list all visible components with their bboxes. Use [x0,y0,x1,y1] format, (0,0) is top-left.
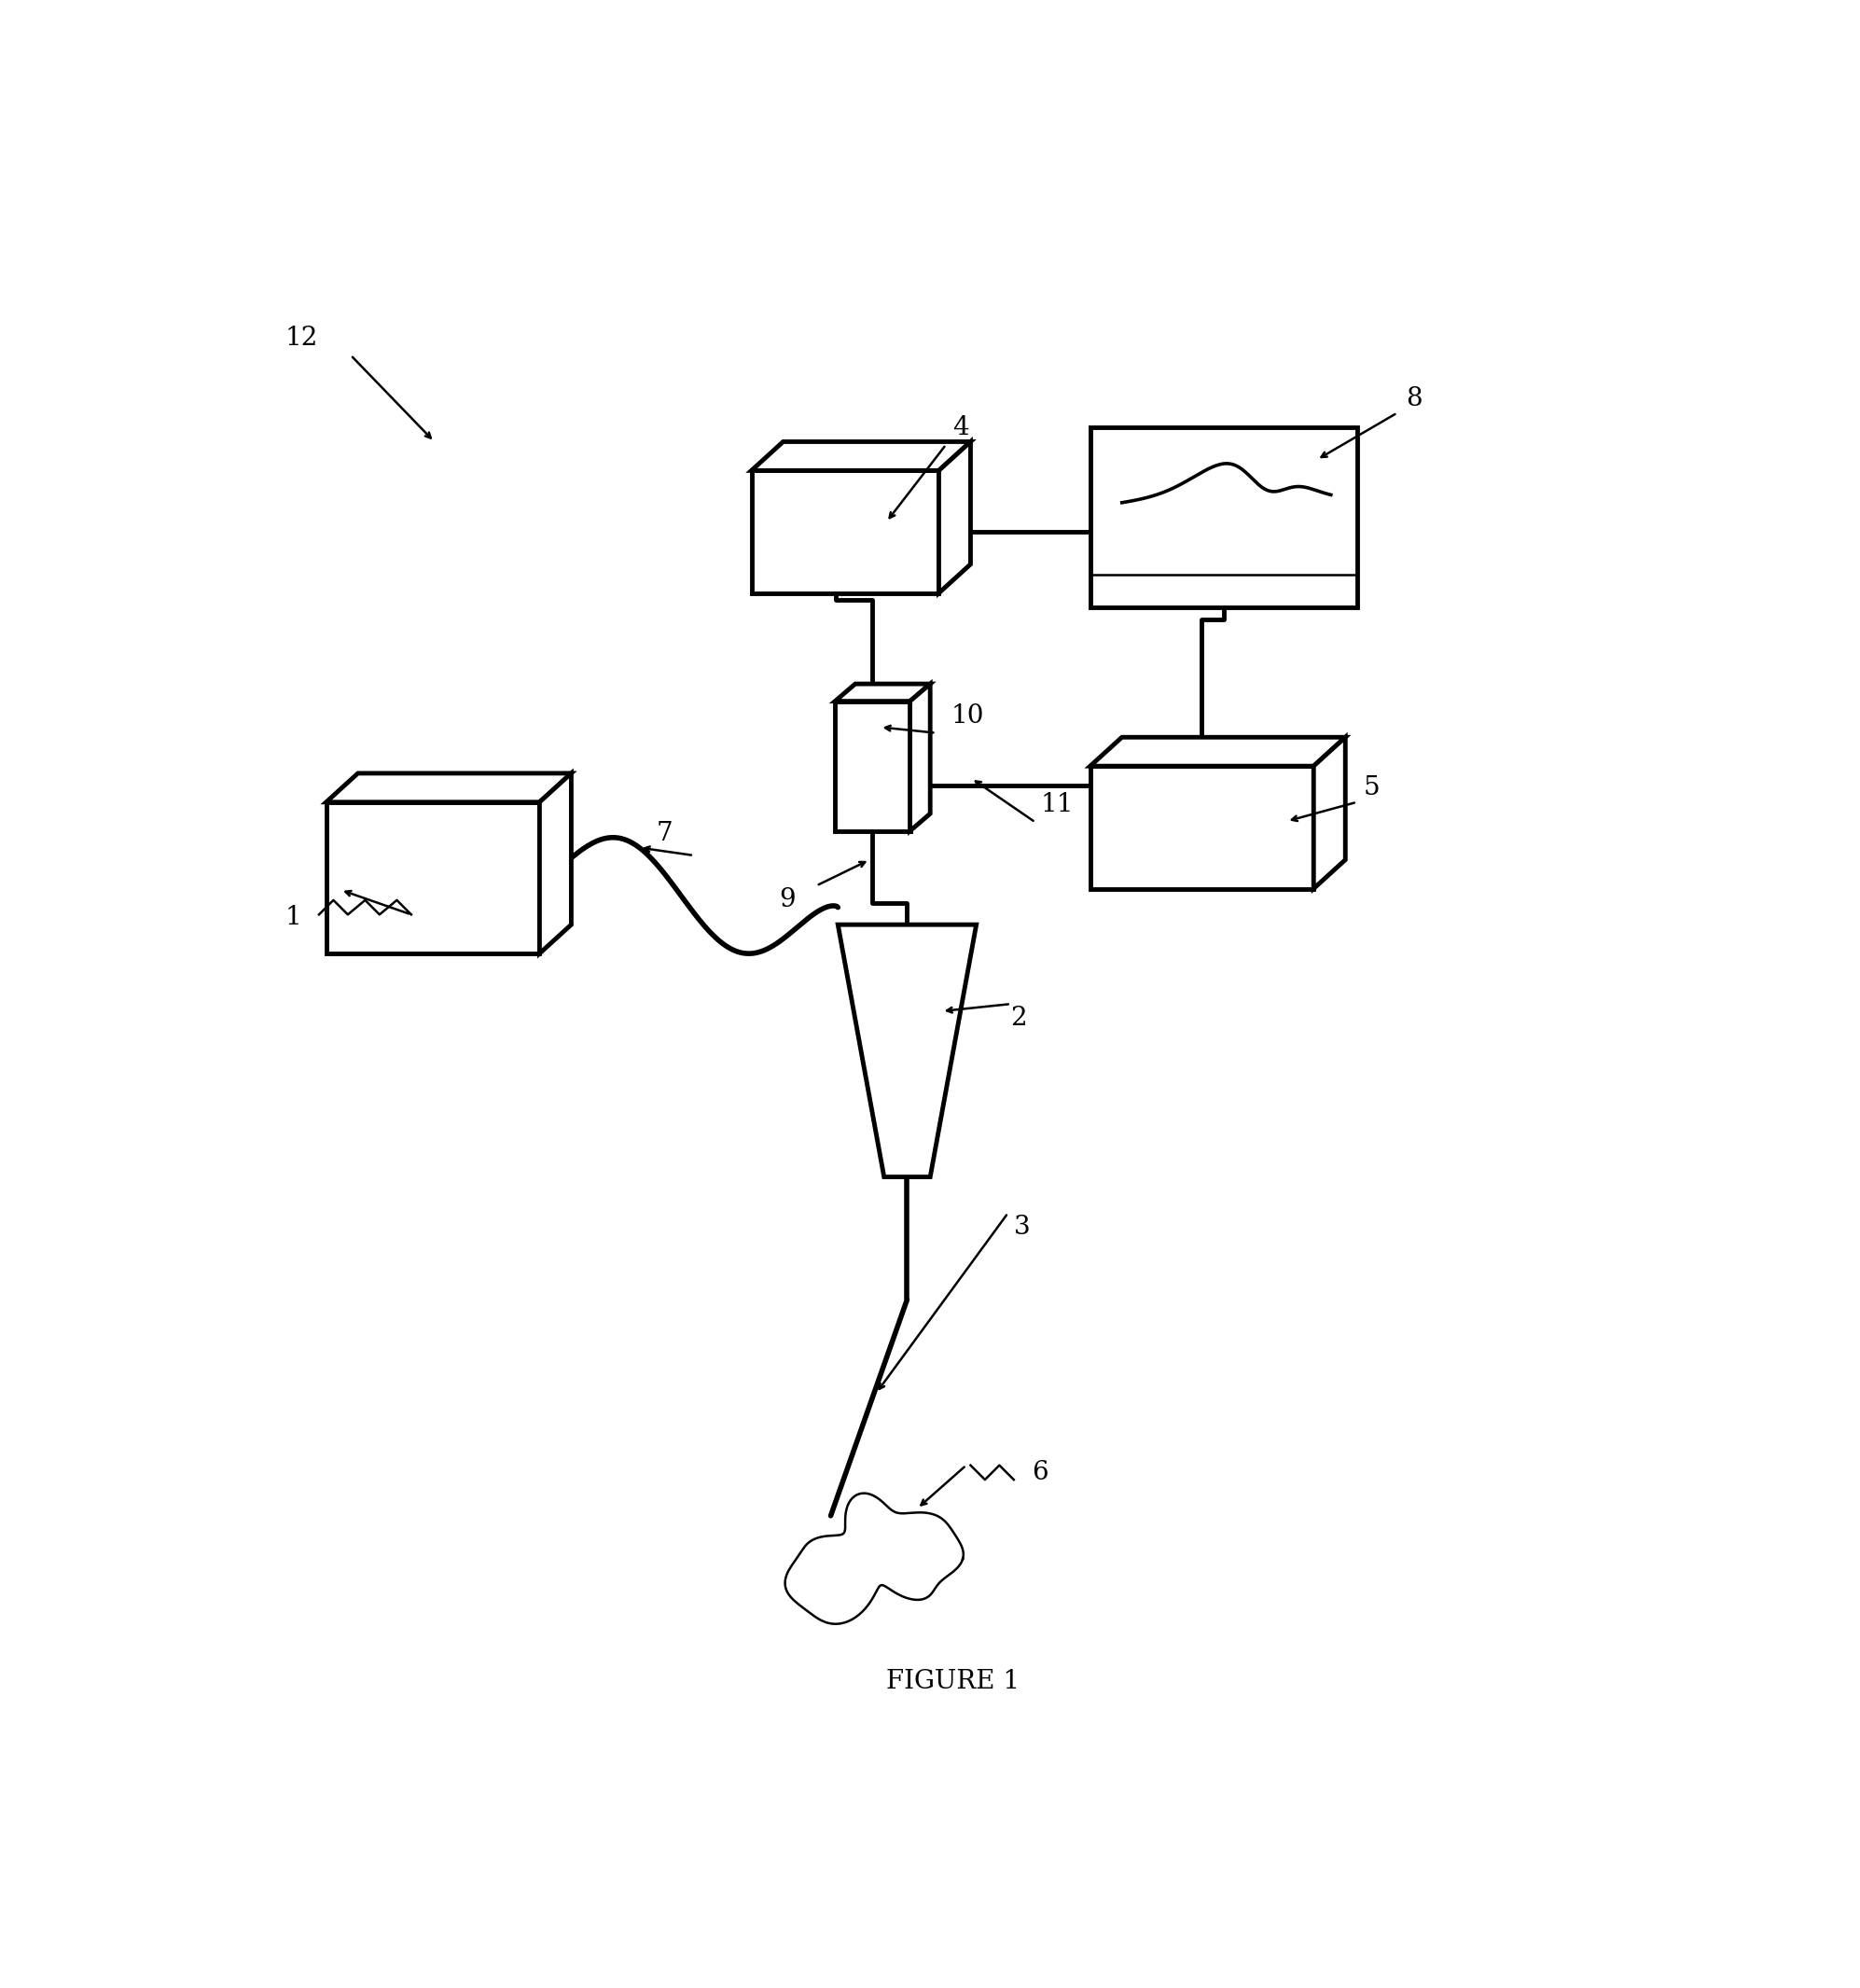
Text: 4: 4 [952,415,969,439]
Polygon shape [1090,738,1345,765]
Bar [1090,427,1356,608]
Text: 8: 8 [1406,386,1423,412]
Polygon shape [751,441,971,471]
Polygon shape [1090,765,1313,889]
Polygon shape [751,471,939,592]
Polygon shape [837,924,977,1177]
Text: 11: 11 [1040,793,1073,817]
Polygon shape [326,801,539,954]
Text: 2: 2 [1010,1006,1027,1032]
Polygon shape [910,684,930,831]
Polygon shape [939,441,971,592]
Polygon shape [835,684,930,702]
Text: FIGURE 1: FIGURE 1 [887,1668,1019,1694]
Polygon shape [785,1493,963,1624]
Polygon shape [326,773,571,801]
Text: 7: 7 [657,821,673,847]
Text: 6: 6 [1032,1459,1047,1485]
Text: 3: 3 [1014,1215,1030,1241]
Text: 5: 5 [1363,775,1380,801]
Text: 1: 1 [285,905,301,930]
Text: 9: 9 [779,887,796,912]
Polygon shape [539,773,571,954]
Text: 12: 12 [285,326,318,350]
Polygon shape [835,702,910,831]
Text: 10: 10 [950,704,984,728]
Polygon shape [1313,738,1345,889]
